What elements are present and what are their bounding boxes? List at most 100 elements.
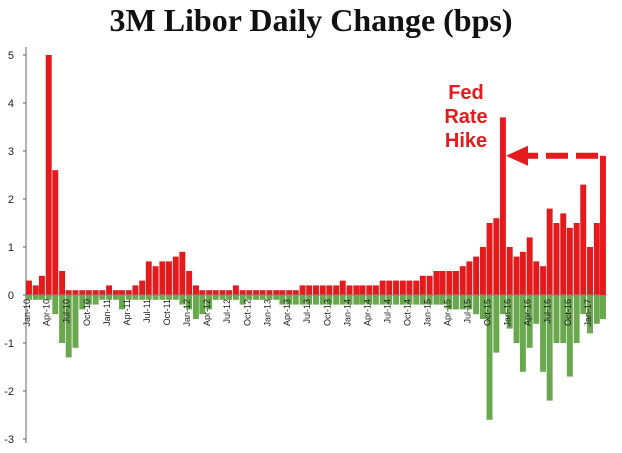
x-tick-label: Jan-13 — [262, 299, 272, 327]
bar-positive — [326, 285, 333, 295]
bar-positive — [499, 117, 506, 296]
x-tick-label: Oct-15 — [483, 299, 493, 326]
chart-title: 3M Libor Daily Change (bps) — [109, 2, 513, 38]
bar-negative — [226, 295, 233, 300]
bar-positive — [206, 290, 213, 295]
x-tick-label: Jan-10 — [22, 299, 32, 327]
bar-negative — [186, 295, 193, 310]
bar-negative — [299, 295, 306, 305]
x-tick-label: Jul-10 — [62, 299, 72, 324]
bar-negative — [119, 295, 125, 310]
bar-positive — [413, 280, 420, 295]
bar-negative — [433, 295, 440, 305]
bar-negative — [413, 295, 420, 305]
bar-positive — [339, 280, 346, 295]
bar-negative — [239, 295, 246, 305]
bar-positive — [560, 213, 567, 295]
bar-positive — [72, 290, 79, 295]
bar-positive — [179, 251, 186, 295]
bar-negative — [339, 295, 346, 305]
bar-negative — [406, 295, 413, 305]
bar-negative — [479, 295, 486, 319]
bar-negative — [232, 295, 239, 300]
bar-positive — [439, 271, 446, 295]
x-tick-label: Oct-16 — [563, 299, 573, 326]
bar-positive — [366, 285, 373, 295]
bar-negative — [106, 295, 113, 300]
x-tick-label: Jul-12 — [222, 299, 232, 324]
bar-positive — [79, 290, 86, 295]
bar-positive — [426, 275, 433, 295]
bar-negative — [32, 295, 39, 300]
x-tick-label: Apr-11 — [122, 299, 132, 325]
y-tick-label: 4 — [8, 98, 14, 110]
bar-negative — [179, 295, 186, 305]
bar-negative — [72, 295, 79, 348]
bar-negative — [546, 295, 553, 401]
x-tick-label: Jan-14 — [343, 299, 353, 327]
y-tick-label: 1 — [8, 242, 14, 254]
bar-negative — [99, 295, 106, 300]
bar-positive — [45, 55, 52, 295]
bar-positive — [313, 285, 319, 295]
bar-positive — [399, 280, 406, 295]
bar-positive — [459, 266, 466, 295]
x-tick-label: Oct-14 — [402, 299, 412, 326]
bar-negative — [192, 295, 199, 319]
bar-positive — [106, 285, 113, 295]
bar-positive — [273, 290, 280, 295]
bar-negative — [45, 295, 52, 300]
x-tick-label: Jul-15 — [462, 299, 472, 324]
annotation-text: Rate — [444, 106, 487, 128]
bar-negative — [112, 295, 119, 300]
bar-positive — [186, 271, 193, 295]
x-tick-label: Jul-11 — [142, 299, 152, 323]
bar-negative — [253, 295, 260, 300]
bar-negative — [593, 295, 600, 324]
bar-positive — [553, 223, 560, 295]
bar-negative — [359, 295, 366, 305]
bar-negative — [566, 295, 573, 377]
bar-positive — [466, 261, 473, 295]
bar-negative — [473, 295, 480, 315]
bar-negative — [580, 295, 587, 315]
bar-positive — [433, 271, 440, 295]
bar-negative — [259, 295, 266, 300]
bar-positive — [152, 266, 159, 295]
bar-negative — [199, 295, 206, 315]
bar-negative — [266, 295, 273, 300]
bar-negative — [379, 295, 386, 305]
bar-positive — [573, 223, 580, 295]
bar-positive — [540, 266, 547, 295]
bar-positive — [32, 285, 39, 295]
y-tick-label: -3 — [4, 434, 14, 446]
bar-negative — [560, 295, 567, 343]
bar-negative — [399, 295, 406, 305]
bar-positive — [59, 271, 66, 295]
bar-negative — [292, 295, 299, 305]
bar-positive — [292, 290, 299, 295]
x-tick-label: Apr-15 — [442, 299, 452, 326]
bar-negative — [246, 295, 253, 300]
bar-negative — [353, 295, 360, 305]
bar-positive — [92, 290, 99, 295]
annotation-text: Fed — [448, 82, 484, 104]
bar-positive — [279, 290, 286, 295]
bar-positive — [139, 280, 146, 295]
x-tick-label: Jan-12 — [182, 299, 192, 327]
bar-positive — [192, 285, 199, 295]
x-tick-label: Jul-14 — [382, 299, 392, 324]
bar-negative — [426, 295, 433, 305]
bar-negative — [506, 295, 513, 329]
y-tick-label: -1 — [4, 338, 14, 350]
bar-negative — [587, 295, 593, 334]
bar-negative — [519, 295, 526, 372]
bar-negative — [573, 295, 580, 343]
bar-negative — [38, 295, 45, 300]
bar-positive — [479, 247, 486, 295]
bar-positive — [52, 170, 59, 295]
bar-negative — [419, 295, 426, 305]
bar-negative — [59, 295, 66, 343]
bar-positive — [587, 247, 593, 295]
bar-negative — [439, 295, 446, 305]
